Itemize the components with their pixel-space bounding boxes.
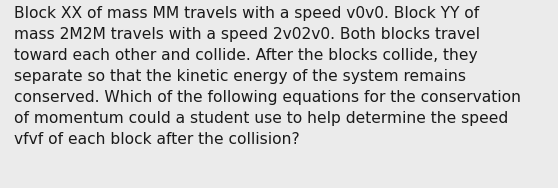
Text: Block XX of mass MM travels with a speed v0v0. Block YY of
mass 2M2M travels wit: Block XX of mass MM travels with a speed… [14,6,521,147]
